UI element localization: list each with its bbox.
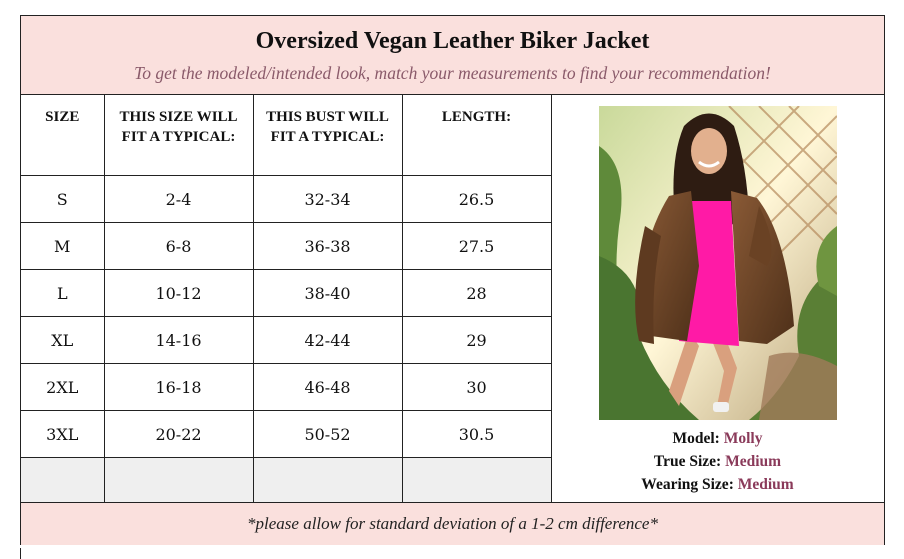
footer-note: *please allow for standard deviation of … xyxy=(21,502,884,545)
model-panel: Model: Molly True Size: Medium Wearing S… xyxy=(551,94,884,502)
cell-bust: 36-38 xyxy=(252,222,403,270)
cell-bust: 46-48 xyxy=(252,363,403,411)
table-row: M 6-8 36-38 27.5 xyxy=(21,222,552,270)
cell-length: 30.5 xyxy=(401,410,552,458)
cell-length: 27.5 xyxy=(401,222,552,270)
edge-line xyxy=(20,548,21,559)
model-label: Model: xyxy=(672,430,720,447)
cell-size: XL xyxy=(21,316,105,364)
cell-size: M xyxy=(21,222,105,270)
cell-fit: 6-8 xyxy=(103,222,254,270)
true-size-line: True Size: Medium xyxy=(551,450,884,473)
cell-fit: 14-16 xyxy=(103,316,254,364)
table-header-row: SIZE THIS SIZE WILL FIT A TYPICAL: THIS … xyxy=(21,94,552,176)
chart-subtitle: To get the modeled/intended look, match … xyxy=(134,63,771,83)
cell-fit: 20-22 xyxy=(103,410,254,458)
chart-title: Oversized Vegan Leather Biker Jacket xyxy=(255,28,650,54)
model-photo xyxy=(599,106,837,420)
cell-bust: 32-34 xyxy=(252,175,403,223)
table-row: L 10-12 38-40 28 xyxy=(21,269,552,317)
empty-cell xyxy=(103,457,254,505)
wearing-size-line: Wearing Size: Medium xyxy=(551,473,884,496)
cell-fit: 2-4 xyxy=(103,175,254,223)
column-header-size: SIZE xyxy=(21,94,105,176)
table-row: 3XL 20-22 50-52 30.5 xyxy=(21,410,552,458)
table-row: S 2-4 32-34 26.5 xyxy=(21,175,552,223)
empty-cell xyxy=(252,457,403,505)
cell-size: 3XL xyxy=(21,410,105,458)
true-size-label: True Size: xyxy=(653,453,722,470)
cell-bust: 42-44 xyxy=(252,316,403,364)
size-chart: Oversized Vegan Leather Biker Jacket To … xyxy=(20,15,885,545)
table-row: 2XL 16-18 46-48 30 xyxy=(21,363,552,411)
model-line: Model: Molly xyxy=(551,427,884,450)
empty-row xyxy=(21,457,552,505)
column-header-bust: THIS BUST WILL FIT A TYPICAL: xyxy=(252,94,403,176)
size-table: SIZE THIS SIZE WILL FIT A TYPICAL: THIS … xyxy=(21,94,552,505)
cell-fit: 16-18 xyxy=(103,363,254,411)
empty-cell xyxy=(401,457,552,505)
wearing-size-label: Wearing Size: xyxy=(641,476,734,493)
cell-bust: 38-40 xyxy=(252,269,403,317)
cell-bust: 50-52 xyxy=(252,410,403,458)
model-name: Molly xyxy=(723,430,763,447)
cell-size: L xyxy=(21,269,105,317)
cell-size: S xyxy=(21,175,105,223)
true-size-value: Medium xyxy=(725,453,782,470)
cell-length: 28 xyxy=(401,269,552,317)
wearing-size-value: Medium xyxy=(737,476,794,493)
empty-cell xyxy=(21,457,105,505)
column-header-fit: THIS SIZE WILL FIT A TYPICAL: xyxy=(103,94,254,176)
column-header-length: LENGTH: xyxy=(401,94,552,176)
model-info: Model: Molly True Size: Medium Wearing S… xyxy=(551,427,884,496)
cell-length: 29 xyxy=(401,316,552,364)
cell-length: 30 xyxy=(401,363,552,411)
table-row: XL 14-16 42-44 29 xyxy=(21,316,552,364)
chart-header: Oversized Vegan Leather Biker Jacket To … xyxy=(21,16,884,95)
cell-fit: 10-12 xyxy=(103,269,254,317)
cell-size: 2XL xyxy=(21,363,105,411)
cell-length: 26.5 xyxy=(401,175,552,223)
